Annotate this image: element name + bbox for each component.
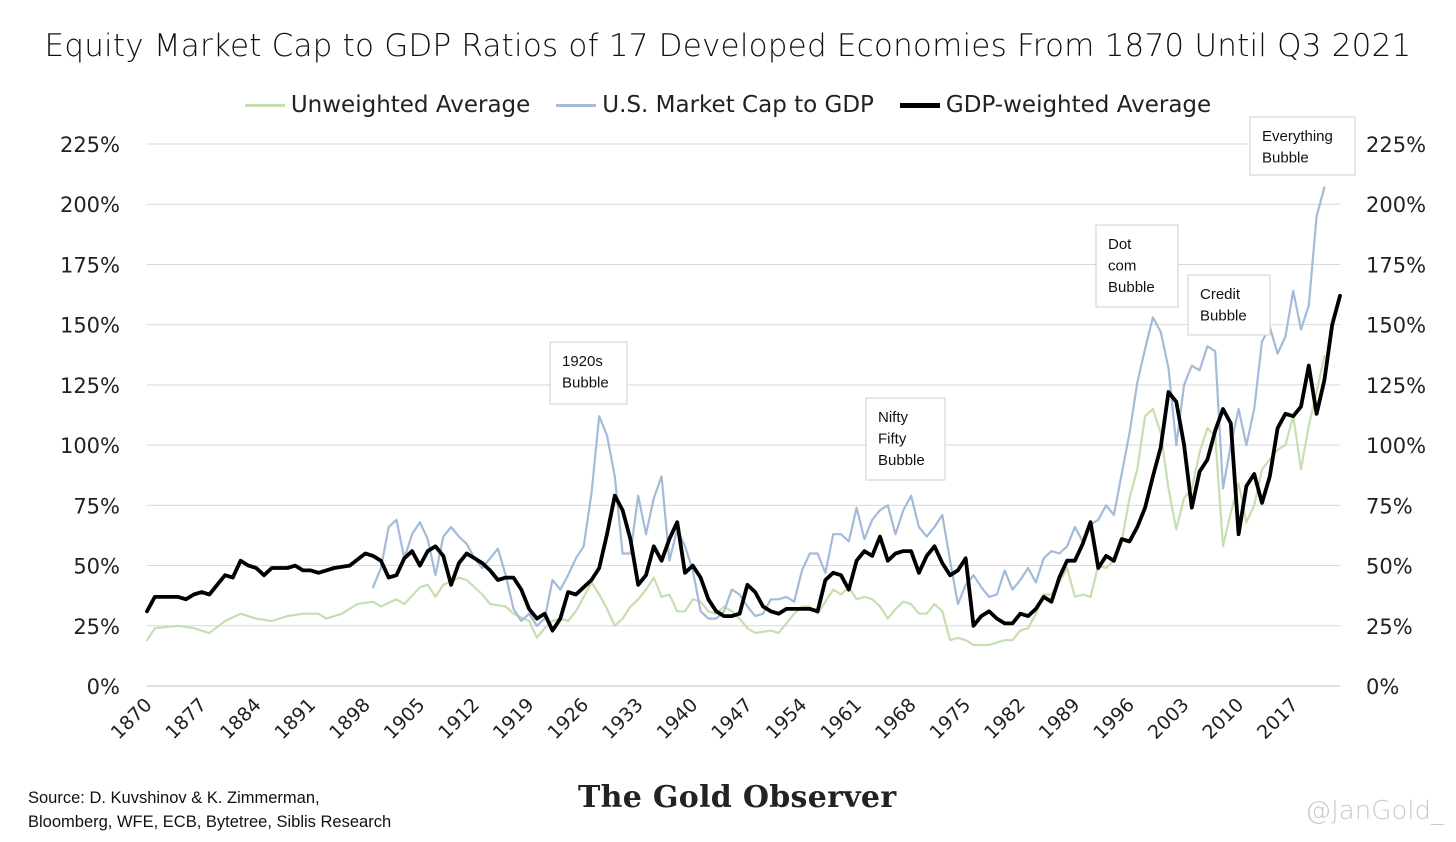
legend-swatch-unweighted	[244, 103, 285, 107]
annotation-nifty-fifty-bubble-text: Bubble	[878, 452, 925, 469]
y-tick-label-left: 200%	[60, 193, 120, 217]
x-tick-label: 1940	[653, 694, 703, 744]
annotation-dotcom-bubble-text: Dot	[1108, 236, 1132, 253]
annotation-1920s-bubble-text: Bubble	[562, 375, 609, 392]
x-tick-label: 1982	[980, 694, 1030, 744]
annotation-dotcom-bubble-text: Bubble	[1108, 279, 1155, 296]
x-tick-label: 2017	[1253, 694, 1303, 744]
annotation-nifty-fifty-bubble-text: Fifty	[878, 431, 907, 448]
x-tick-label: 2010	[1198, 694, 1248, 744]
legend-item-weighted: GDP-weighted Average	[899, 92, 1212, 118]
legend-item-unweighted: Unweighted Average	[244, 92, 531, 118]
source-line-1: Source: D. Kuvshinov & K. Zimmerman,	[28, 789, 320, 807]
annotation-everything-bubble-box	[1249, 116, 1356, 176]
y-tick-label-right: 100%	[1366, 434, 1426, 458]
annotation-everything-bubble-text: Everything	[1262, 128, 1333, 145]
annotation-1920s-bubble-text: 1920s	[562, 353, 603, 370]
annotation-credit-bubble-text: Bubble	[1200, 308, 1247, 325]
x-tick-label: 1870	[107, 694, 157, 744]
x-tick-label: 2003	[1144, 694, 1194, 744]
legend-swatch-weighted	[899, 102, 940, 108]
author-handle: @JanGold_	[1305, 796, 1444, 826]
source-note: Source: D. Kuvshinov & K. Zimmerman, Blo…	[28, 786, 391, 834]
x-tick-label: 1961	[816, 694, 866, 744]
x-tick-label: 1891	[271, 694, 321, 744]
source-line-2: Bloomberg, WFE, ECB, Bytetree, Siblis Re…	[28, 813, 392, 831]
y-tick-label-left: 150%	[60, 314, 120, 338]
annotation-credit-bubble-text: Credit	[1200, 286, 1241, 303]
y-tick-label-right: 0%	[1366, 675, 1399, 699]
annotation-credit-bubble-box	[1187, 274, 1271, 336]
legend-item-us: U.S. Market Cap to GDP	[556, 92, 874, 118]
series-line-unweighted	[145, 354, 1326, 647]
legend-label-weighted: GDP-weighted Average	[945, 92, 1212, 118]
y-tick-label-left: 50%	[73, 555, 120, 579]
x-tick-label: 1898	[325, 694, 375, 744]
series-line-us	[372, 186, 1326, 627]
legend-label-unweighted: Unweighted Average	[290, 92, 531, 118]
x-tick-label: 1905	[380, 694, 430, 744]
y-tick-label-right: 150%	[1366, 314, 1426, 338]
y-tick-label-right: 75%	[1366, 494, 1413, 518]
annotation-nifty-fifty-bubble-text: Nifty	[878, 409, 909, 426]
y-tick-label-right: 200%	[1366, 193, 1426, 217]
y-tick-label-left: 125%	[60, 374, 120, 398]
x-tick-label: 1954	[762, 694, 812, 744]
x-tick-label: 1975	[926, 694, 976, 744]
annotation-everything-bubble-text: Bubble	[1262, 150, 1309, 167]
chart-legend: Unweighted Average U.S. Market Cap to GD…	[0, 88, 1456, 122]
brand-logo: The Gold Observer	[578, 780, 897, 815]
x-tick-label: 1912	[434, 694, 484, 744]
y-tick-label-right: 25%	[1366, 615, 1413, 639]
series-line-weighted	[145, 293, 1342, 633]
x-tick-label: 1926	[543, 694, 593, 744]
y-tick-label-left: 75%	[73, 494, 120, 518]
x-tick-label: 1968	[871, 694, 921, 744]
legend-swatch-us	[556, 103, 597, 107]
annotation-1920s-bubble-box	[549, 341, 628, 405]
x-tick-label: 1947	[707, 694, 757, 744]
x-tick-label: 1996	[1089, 694, 1139, 744]
chart-title: Equity Market Cap to GDP Ratios of 17 De…	[44, 28, 1412, 64]
y-tick-label-left: 100%	[60, 434, 120, 458]
y-tick-label-left: 175%	[60, 253, 120, 277]
y-tick-label-left: 0%	[87, 675, 120, 699]
annotation-nifty-fifty-bubble-box	[865, 397, 946, 481]
x-tick-label: 1919	[489, 694, 539, 744]
y-tick-label-right: 125%	[1366, 374, 1426, 398]
x-tick-label: 1884	[216, 694, 266, 744]
y-tick-label-left: 25%	[73, 615, 120, 639]
annotation-dotcom-bubble-text: com	[1108, 258, 1136, 275]
y-tick-label-right: 175%	[1366, 253, 1426, 277]
annotation-dotcom-bubble-box	[1095, 224, 1179, 308]
legend-label-us: U.S. Market Cap to GDP	[602, 92, 874, 118]
x-tick-label: 1933	[598, 694, 648, 744]
y-tick-label-right: 50%	[1366, 555, 1413, 579]
y-tick-label-right: 225%	[1366, 133, 1426, 157]
y-tick-label-left: 225%	[60, 133, 120, 157]
x-tick-label: 1877	[161, 694, 211, 744]
x-tick-label: 1989	[1035, 694, 1085, 744]
